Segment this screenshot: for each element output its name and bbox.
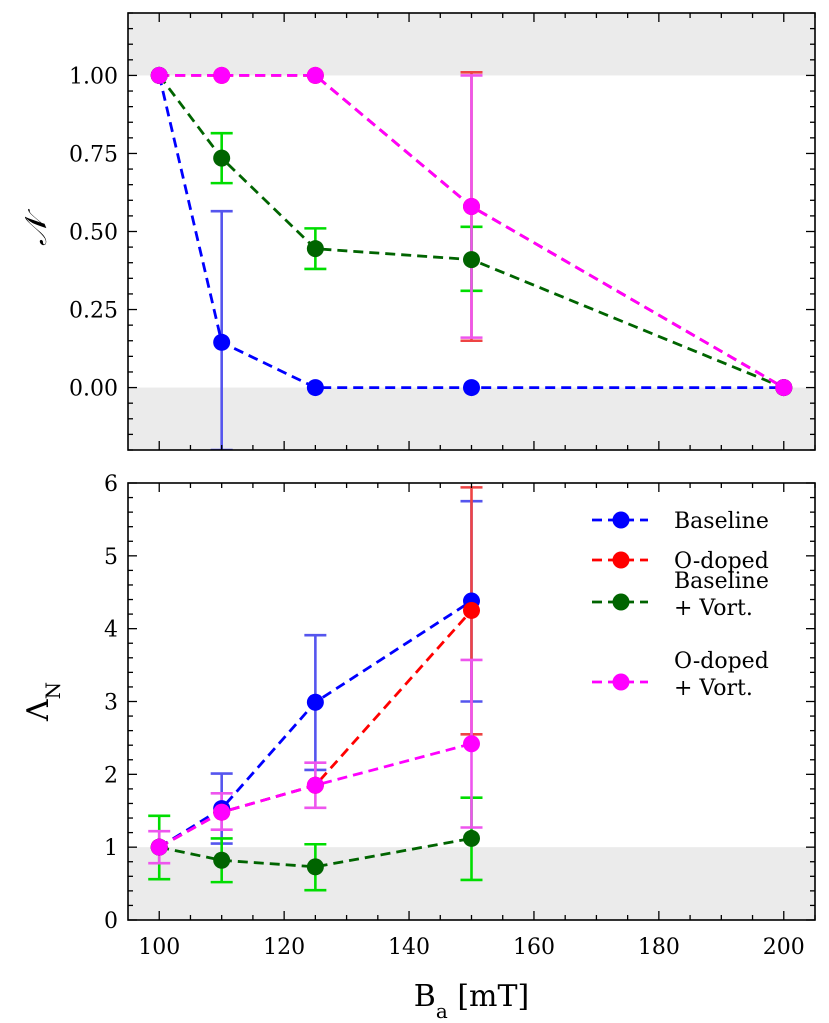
- top-ticks: [128, 12, 816, 451]
- data-point: [213, 149, 231, 167]
- bottom-data: [148, 486, 483, 892]
- data-point: [463, 829, 480, 847]
- data-point: [213, 803, 231, 821]
- x-tick-label: 120: [263, 935, 305, 960]
- y-tick-label: 6: [104, 472, 118, 497]
- y-axis-label: 𝒩: [19, 208, 54, 246]
- y-tick-label: 0.75: [69, 142, 118, 167]
- y-tick-label: 0: [104, 909, 118, 934]
- y-tick-label: 0.50: [69, 221, 118, 246]
- x-tick-label: 140: [388, 935, 430, 960]
- y-tick-label: 2: [104, 763, 118, 788]
- data-point: [306, 776, 324, 794]
- x-axis-label-unit: [mT]: [448, 979, 529, 1014]
- y-tick-label: 0.00: [69, 377, 118, 402]
- data-point: [463, 601, 480, 619]
- legend-label-line: + Vort.: [674, 676, 753, 701]
- data-point: [306, 693, 324, 711]
- data-point: [463, 379, 480, 397]
- top-data: [150, 66, 793, 450]
- legend-label: O-doped: [674, 549, 769, 574]
- y-tick-label: 1.00: [69, 64, 118, 89]
- data-point: [463, 735, 480, 753]
- legend-marker: [612, 551, 630, 569]
- x-tick-label: 200: [763, 935, 805, 960]
- series-line-baseline: [158, 599, 473, 849]
- top-panel: 0.00 0.25 0.50 0.75 1.00 𝒩: [19, 12, 816, 451]
- data-point: [463, 198, 480, 216]
- data-point: [213, 851, 231, 869]
- legend-label-line: Baseline: [674, 509, 769, 534]
- bottom-ticks: [128, 482, 816, 921]
- data-point: [150, 838, 168, 856]
- y-tick-label: 5: [104, 545, 118, 570]
- x-axis-label-main: B: [414, 979, 436, 1014]
- legend-label-line: + Vort.: [674, 596, 753, 621]
- y-axis-label-sub: N: [41, 682, 65, 700]
- series-line-baseline: [157, 75, 784, 390]
- data-point: [213, 333, 231, 351]
- data-point: [150, 66, 168, 84]
- data-point: [775, 379, 793, 397]
- series-line-o-doped-vort-: [159, 74, 785, 389]
- data-point: [463, 251, 480, 269]
- x-axis-label: Ba [mT]: [414, 979, 529, 1023]
- y-tick-label: 4: [104, 618, 118, 643]
- legend-label-line: Baseline: [674, 569, 769, 594]
- data-point: [306, 379, 324, 397]
- y-axis-label-main: Λ: [21, 699, 56, 722]
- legend-label-line: O-doped: [674, 549, 769, 574]
- y-tick-label: 1: [104, 836, 118, 861]
- data-point: [306, 66, 324, 84]
- x-tick-label: 100: [138, 935, 180, 960]
- data-point: [306, 858, 324, 876]
- legend-label-line: O-doped: [674, 649, 769, 674]
- legend-label: Baseline + Vort.: [674, 569, 769, 621]
- x-tick-label: 160: [513, 935, 555, 960]
- data-point: [213, 66, 231, 84]
- error-bar: [210, 209, 233, 450]
- y-tick-label: 0.25: [69, 299, 118, 324]
- shaded-band-0: [128, 13, 815, 76]
- y-axis-label: ΛN: [21, 682, 65, 722]
- legend-label: O-doped + Vort.: [674, 649, 769, 701]
- x-tick-label: 180: [638, 935, 680, 960]
- data-point: [306, 240, 324, 258]
- y-tick-label: 3: [104, 691, 118, 716]
- legend-marker: [612, 593, 630, 611]
- series-line-o-doped-vort-: [158, 742, 472, 849]
- legend-marker: [612, 673, 630, 691]
- legend-marker: [612, 511, 630, 529]
- bottom-panel: 0 1 2 3 4 5 6 100 120 140 160 180 200 ΛN Ba [mT] Baseli…: [21, 472, 816, 1023]
- legend-label: Baseline: [674, 509, 769, 534]
- shaded-band-1: [128, 387, 815, 450]
- x-axis-label-sub: a: [436, 999, 448, 1023]
